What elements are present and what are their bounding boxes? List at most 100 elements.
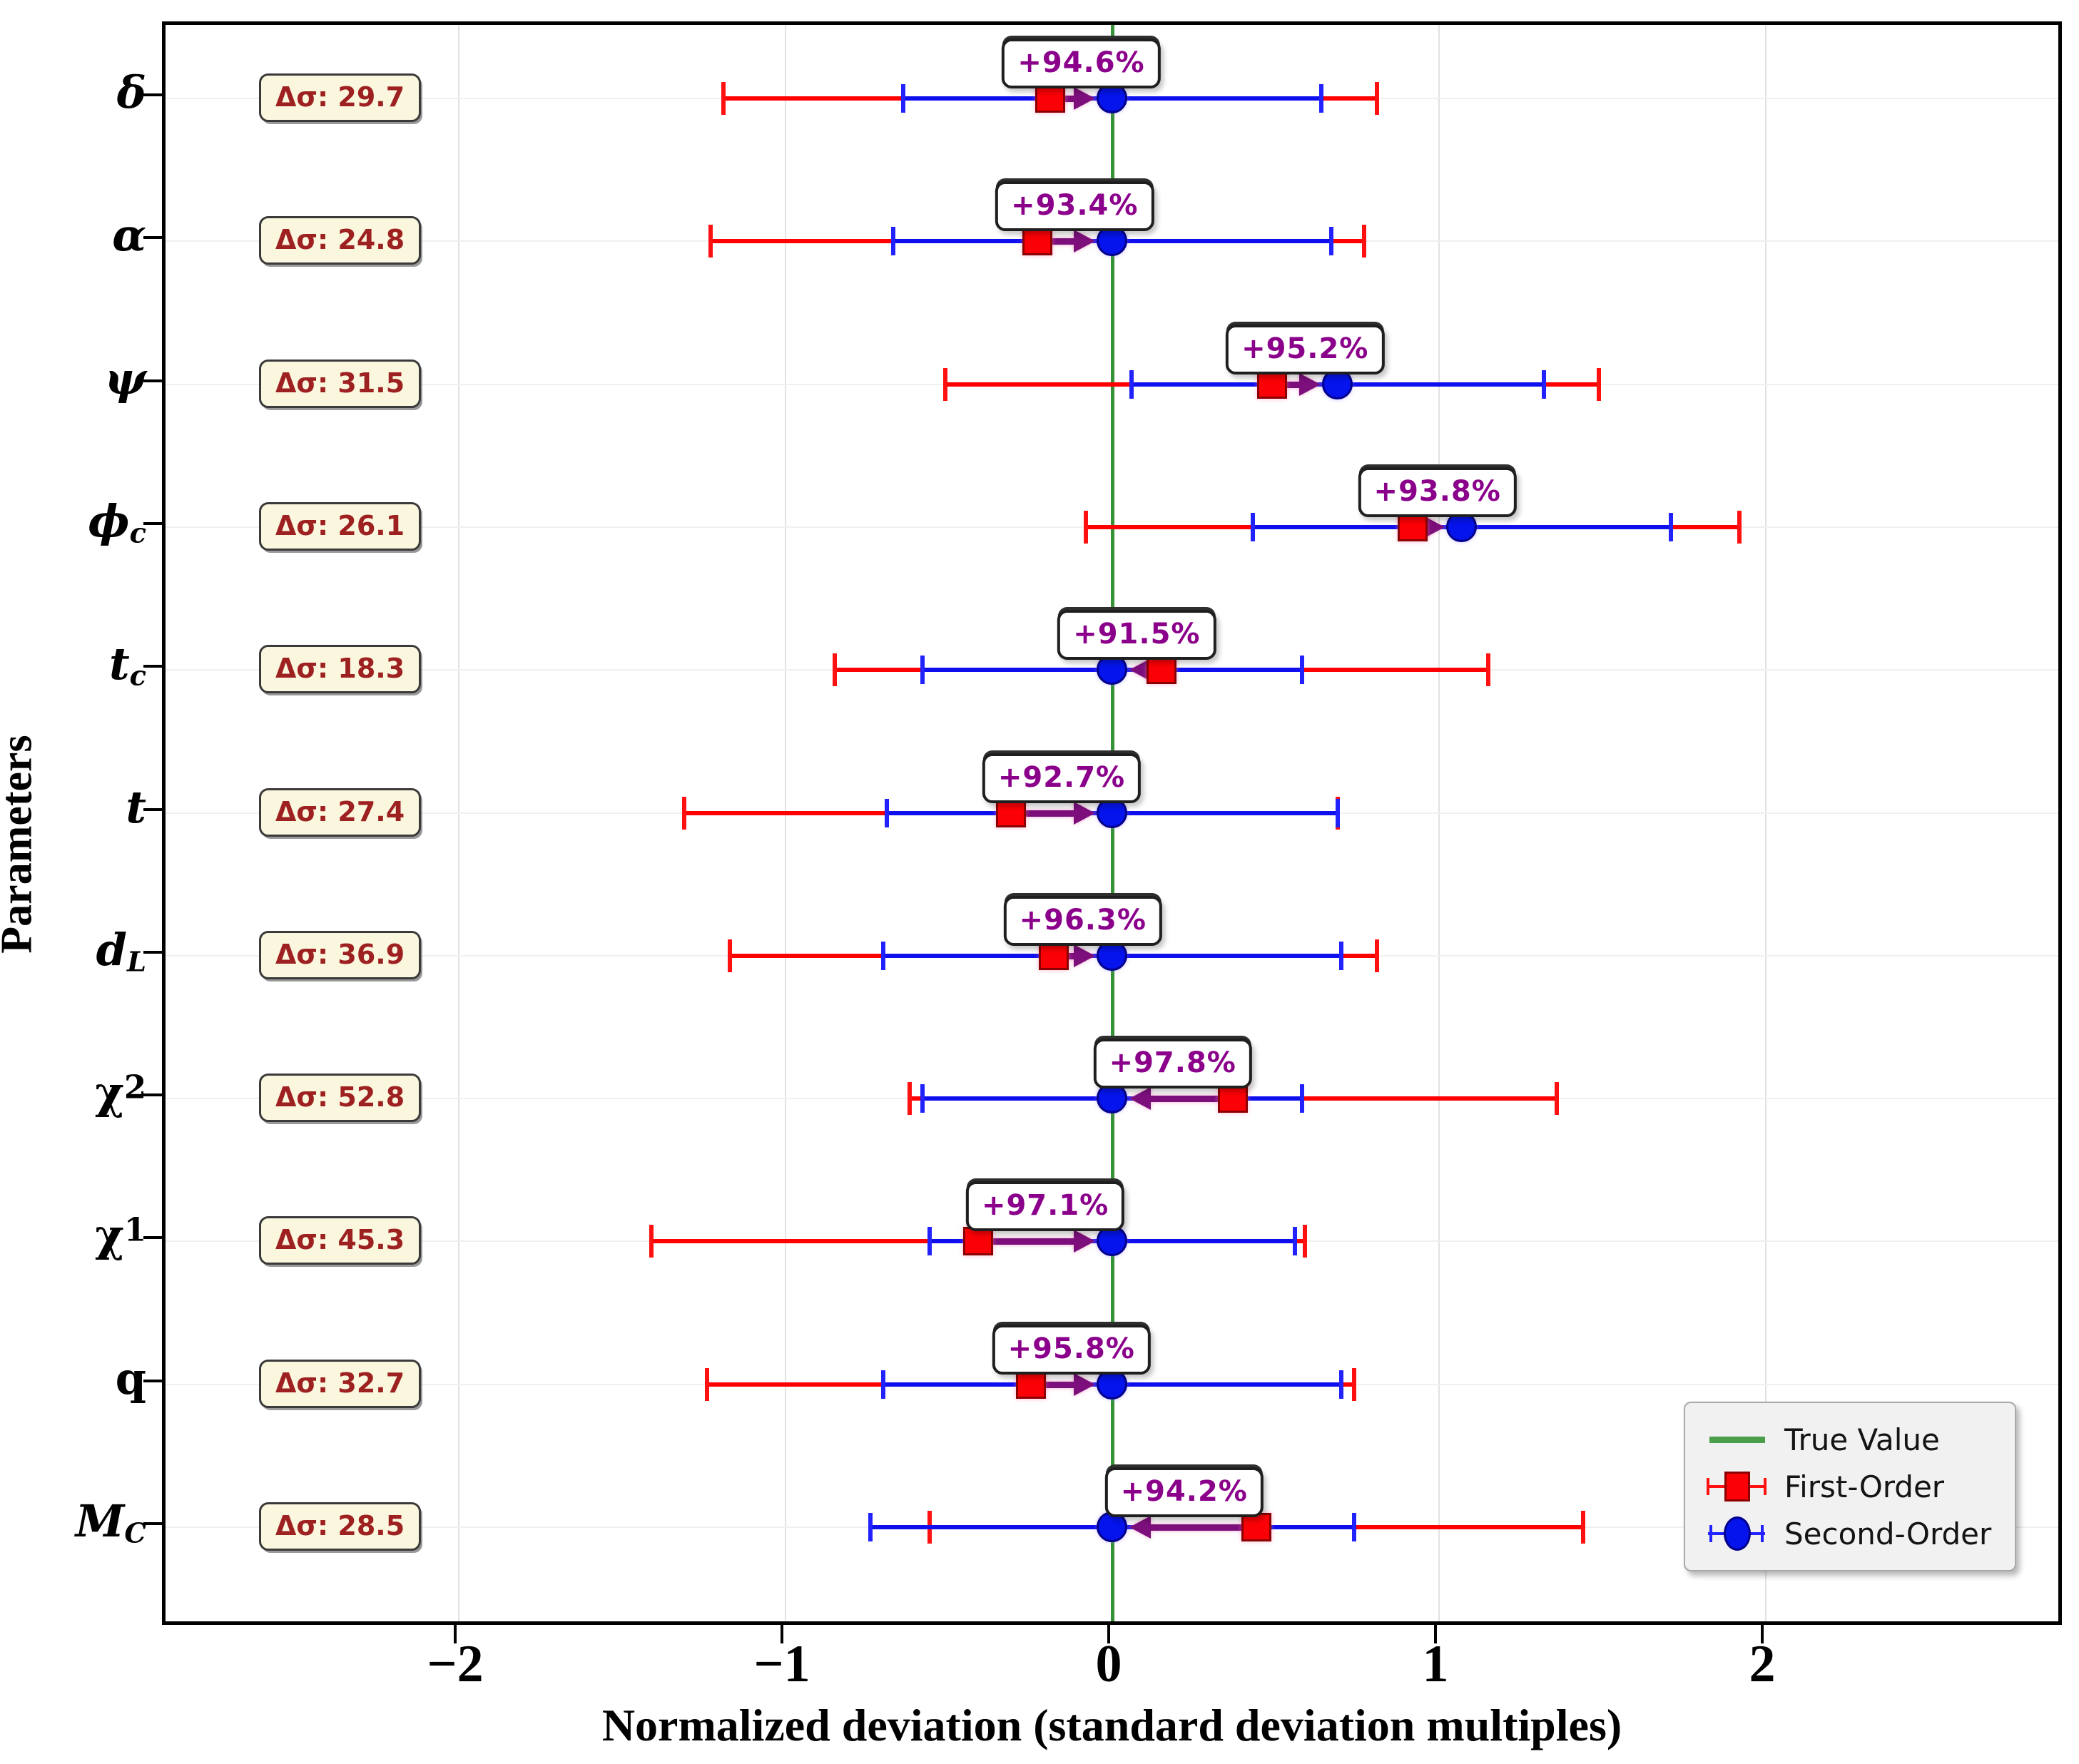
delta-sigma-badge: Δσ: 18.3 [259,645,422,694]
param-label-δ: δ [116,66,146,118]
improvement-annotation: +93.4% [995,181,1154,232]
delta-sigma-badge: Δσ: 31.5 [259,359,422,408]
delta-sigma-badge: Δσ: 29.7 [259,73,422,122]
improvement-arrow [1129,1515,1256,1539]
x-axis-tick [1107,1625,1110,1643]
first-order-marker [1015,1370,1046,1399]
second-order-cap-left [881,1370,886,1399]
improvement-annotation: +91.5% [1057,610,1216,661]
x-gridline [1765,25,1767,1621]
first-order-cap-left [908,1082,913,1116]
improvement-arrow [978,1229,1095,1253]
x-tick-label: 2 [1749,1635,1776,1693]
improvement-annotation: +95.8% [992,1324,1151,1375]
delta-sigma-badge: Δσ: 36.9 [259,930,422,979]
first-order-cap-right [1580,1511,1585,1544]
y-axis-label: Parameters [0,735,41,954]
plot-area: +94.6% +93.4% +95.2% +93.8% +91.5% +92.7% +96.… [162,21,2062,1625]
first-order-cap-left [721,82,726,115]
param-label-tc: tc [108,638,146,693]
second-order-cap-left [881,941,886,970]
x-tick-label: −1 [753,1635,810,1693]
x-gridline [1438,25,1440,1621]
legend-label-second-order: Second-Order [1784,1516,1992,1551]
y-axis-tick [143,1236,162,1240]
second-order-cap-right [1299,656,1304,685]
improvement-arrow [1037,229,1095,253]
first-order-marker [1257,369,1288,399]
first-order-cap-left [832,653,837,687]
delta-sigma-badge: Δσ: 26.1 [259,501,422,551]
improvement-arrow [1030,1372,1095,1397]
second-order-cap-right [1351,1513,1356,1541]
second-order-cap-left [1250,512,1255,541]
param-label-dL: dL [96,923,146,979]
first-order-cap-left [728,939,733,972]
second-order-cap-left [868,1513,873,1541]
second-order-cap-left [891,227,896,256]
first-order-marker [996,798,1027,827]
legend-item-true-value: True Value [1699,1416,2001,1463]
second-order-cap-right [1541,369,1546,399]
second-order-cap-right [1336,798,1341,827]
first-order-cap-right [1597,367,1602,401]
improvement-arrow [1129,1086,1234,1111]
second-order-cap-right [1319,84,1324,113]
x-axis-tick [1761,1625,1764,1643]
y-axis-tick [143,236,162,240]
param-label-ψ: ψ [104,352,146,404]
y-axis-tick [143,950,162,954]
param-label-ϕc: ϕc [88,494,146,550]
first-order-marker-icon [1699,1465,1774,1508]
y-axis-tick [143,1522,162,1525]
true-value-line-icon [1699,1418,1774,1461]
second-order-cap-left [927,1227,932,1256]
delta-sigma-badge: Δσ: 32.7 [259,1359,422,1408]
first-order-cap-left [682,796,687,830]
legend-item-first-order: First-Order [1699,1463,2001,1510]
first-order-marker [1218,1084,1249,1113]
param-label-t: t [126,780,146,833]
improvement-annotation: +94.2% [1104,1467,1264,1517]
second-order-cap-right [1328,227,1333,256]
first-order-marker [1398,512,1428,541]
first-order-cap-right [1554,1082,1559,1116]
param-label-MC: MC [75,1495,146,1550]
first-order-marker [963,1227,994,1256]
improvement-annotation: +97.1% [965,1181,1125,1232]
first-order-cap-left [1084,510,1089,544]
first-order-cap-right [1361,225,1366,258]
first-order-marker [1022,227,1052,256]
first-order-cap-left [705,1367,710,1401]
improvement-annotation: +97.8% [1093,1039,1252,1089]
x-axis-tick [1434,1625,1437,1643]
param-label-χ2: χ2 [95,1066,146,1119]
x-axis-tick [781,1625,783,1643]
second-order-cap-right [1293,1227,1298,1256]
first-order-cap-right [1351,1367,1356,1401]
first-order-marker [1035,84,1065,113]
first-order-marker [1146,656,1176,685]
x-tick-label: 0 [1095,1635,1122,1693]
x-axis-tick [454,1625,457,1643]
second-order-cap-left [884,798,889,827]
first-order-cap-left [943,367,948,401]
improvement-arrow [1011,801,1095,825]
second-order-cap-right [1338,1370,1343,1399]
second-order-cap-left [1129,369,1134,399]
second-order-cap-right [1338,941,1343,970]
improvement-annotation: +92.7% [982,753,1142,803]
first-order-cap-right [1374,939,1379,972]
first-order-cap-right [1374,82,1379,115]
improvement-annotation: +93.8% [1358,467,1517,517]
delta-sigma-badge: Δσ: 24.8 [259,216,422,265]
improvement-annotation: +94.6% [1002,39,1161,88]
x-axis-label: Normalized deviation (standard deviation… [601,1700,1622,1750]
delta-sigma-badge: Δσ: 28.5 [259,1502,422,1551]
x-gridline [785,25,786,1621]
second-order-cap-left [920,1084,925,1113]
y-axis-tick [143,1093,162,1097]
y-axis-tick [143,521,162,525]
second-order-marker-icon [1699,1512,1774,1555]
